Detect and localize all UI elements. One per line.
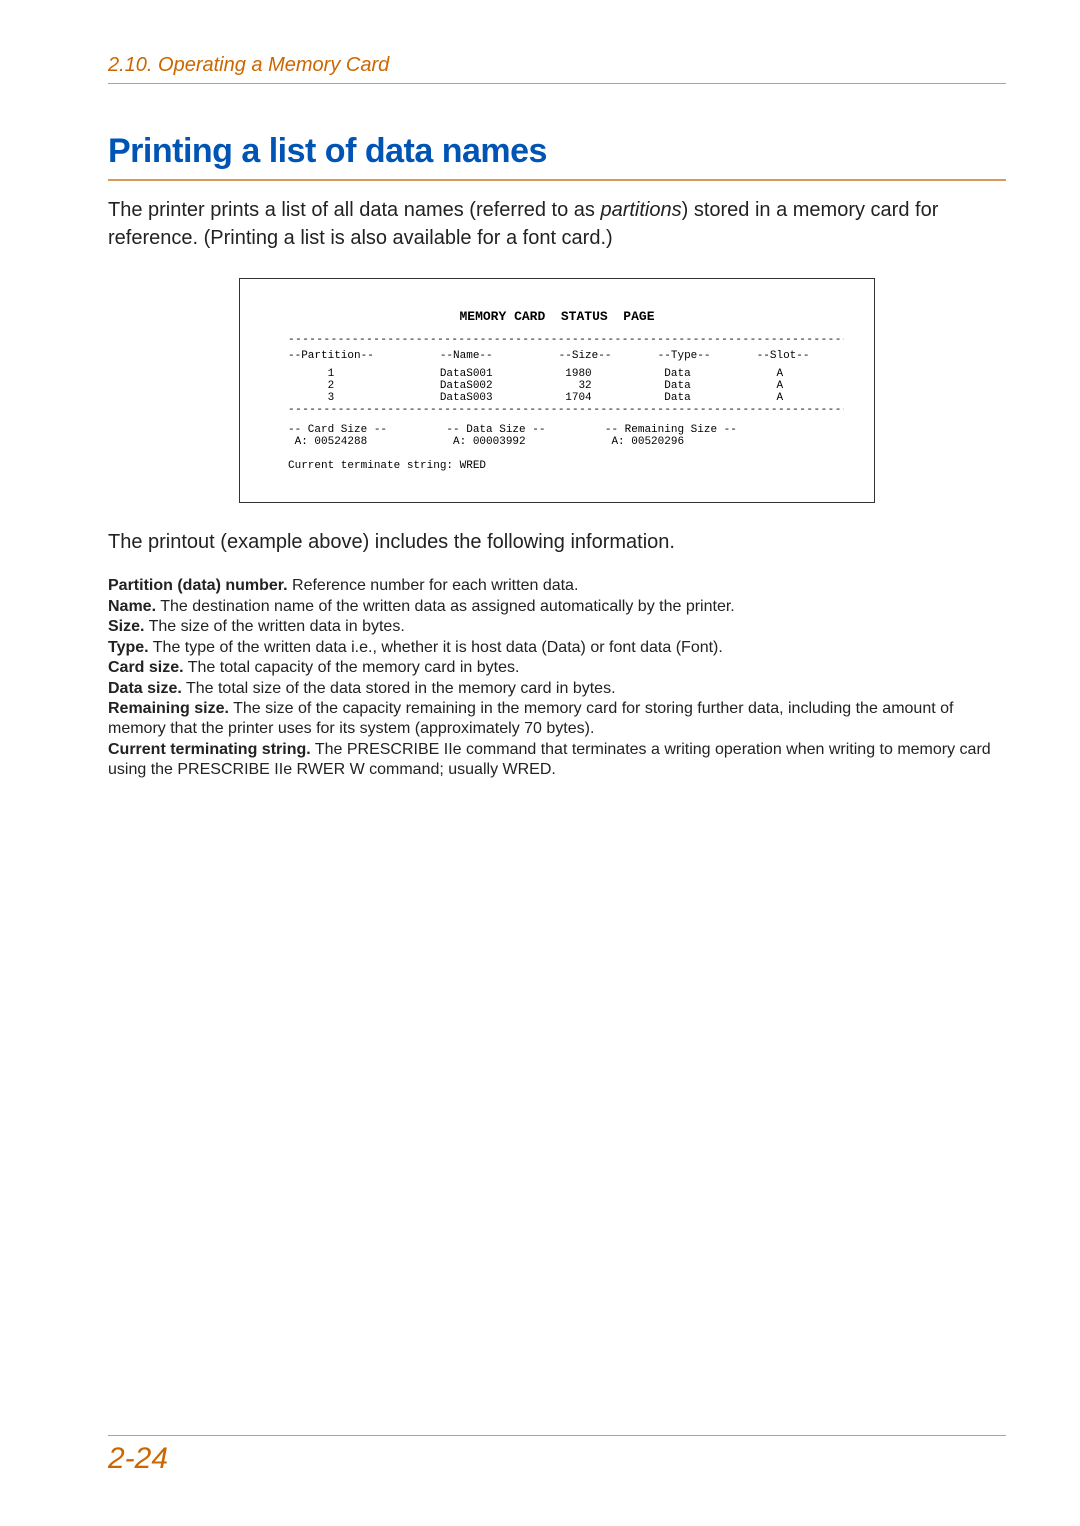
def-term: Name. <box>108 598 156 615</box>
page-title: Printing a list of data names <box>108 132 1006 181</box>
definition-item: Data size. The total size of the data st… <box>108 679 1006 699</box>
def-term: Card size. <box>108 659 184 676</box>
def-term: Type. <box>108 639 149 656</box>
def-term: Size. <box>108 618 144 635</box>
def-term: Data size. <box>108 680 182 697</box>
def-term: Current terminating string. <box>108 741 311 758</box>
section-header: 2.10. Operating a Memory Card <box>108 54 1006 84</box>
def-term: Partition (data) number. <box>108 577 288 594</box>
table-row: 2 DataS002 32 Data A <box>288 380 844 392</box>
table-row: 3 DataS003 1704 Data A <box>288 392 844 404</box>
definition-item: Size. The size of the written data in by… <box>108 617 1006 637</box>
definition-item: Partition (data) number. Reference numbe… <box>108 576 1006 596</box>
dash-line-bottom: ----------------------------------------… <box>288 404 844 416</box>
caption: The printout (example above) includes th… <box>108 531 1006 554</box>
def-text: The size of the written data in bytes. <box>144 618 404 635</box>
def-text: Reference number for each written data. <box>288 577 579 594</box>
definitions-list: Partition (data) number. Reference numbe… <box>108 576 1006 781</box>
printout-sizes-headers: -- Card Size -- -- Data Size -- -- Remai… <box>288 424 844 436</box>
dash-line-top: ----------------------------------------… <box>288 334 844 346</box>
printout-box: MEMORY CARD STATUS PAGE ----------------… <box>239 278 875 503</box>
def-text: The size of the capacity remaining in th… <box>108 700 953 737</box>
definition-item: Current terminating string. The PRESCRIB… <box>108 740 1006 781</box>
printout-terminate-string: Current terminate string: WRED <box>288 460 844 472</box>
page: 2.10. Operating a Memory Card Printing a… <box>0 0 1080 1526</box>
printout-sizes-values: A: 00524288 A: 00003992 A: 00520296 <box>288 436 844 448</box>
page-footer: 2-24 <box>108 1435 1006 1476</box>
lead-prefix: The printer prints a list of all data na… <box>108 199 600 221</box>
printout-title: MEMORY CARD STATUS PAGE <box>270 309 844 324</box>
def-text: The destination name of the written data… <box>156 598 735 615</box>
def-text: The total size of the data stored in the… <box>182 680 616 697</box>
lead-em: partitions <box>600 199 681 221</box>
definition-item: Type. The type of the written data i.e.,… <box>108 638 1006 658</box>
page-number: 2-24 <box>108 1442 168 1475</box>
def-text: The type of the written data i.e., wheth… <box>149 639 723 656</box>
definition-item: Name. The destination name of the writte… <box>108 597 1006 617</box>
lead-paragraph: The printer prints a list of all data na… <box>108 197 1006 252</box>
def-term: Remaining size. <box>108 700 229 717</box>
table-row: 1 DataS001 1980 Data A <box>288 368 844 380</box>
definition-item: Remaining size. The size of the capacity… <box>108 699 1006 740</box>
printout-header-row: --Partition-- --Name-- --Size-- --Type--… <box>288 350 844 362</box>
def-text: The total capacity of the memory card in… <box>184 659 520 676</box>
printout-figure: MEMORY CARD STATUS PAGE ----------------… <box>108 278 1006 503</box>
definition-item: Card size. The total capacity of the mem… <box>108 658 1006 678</box>
